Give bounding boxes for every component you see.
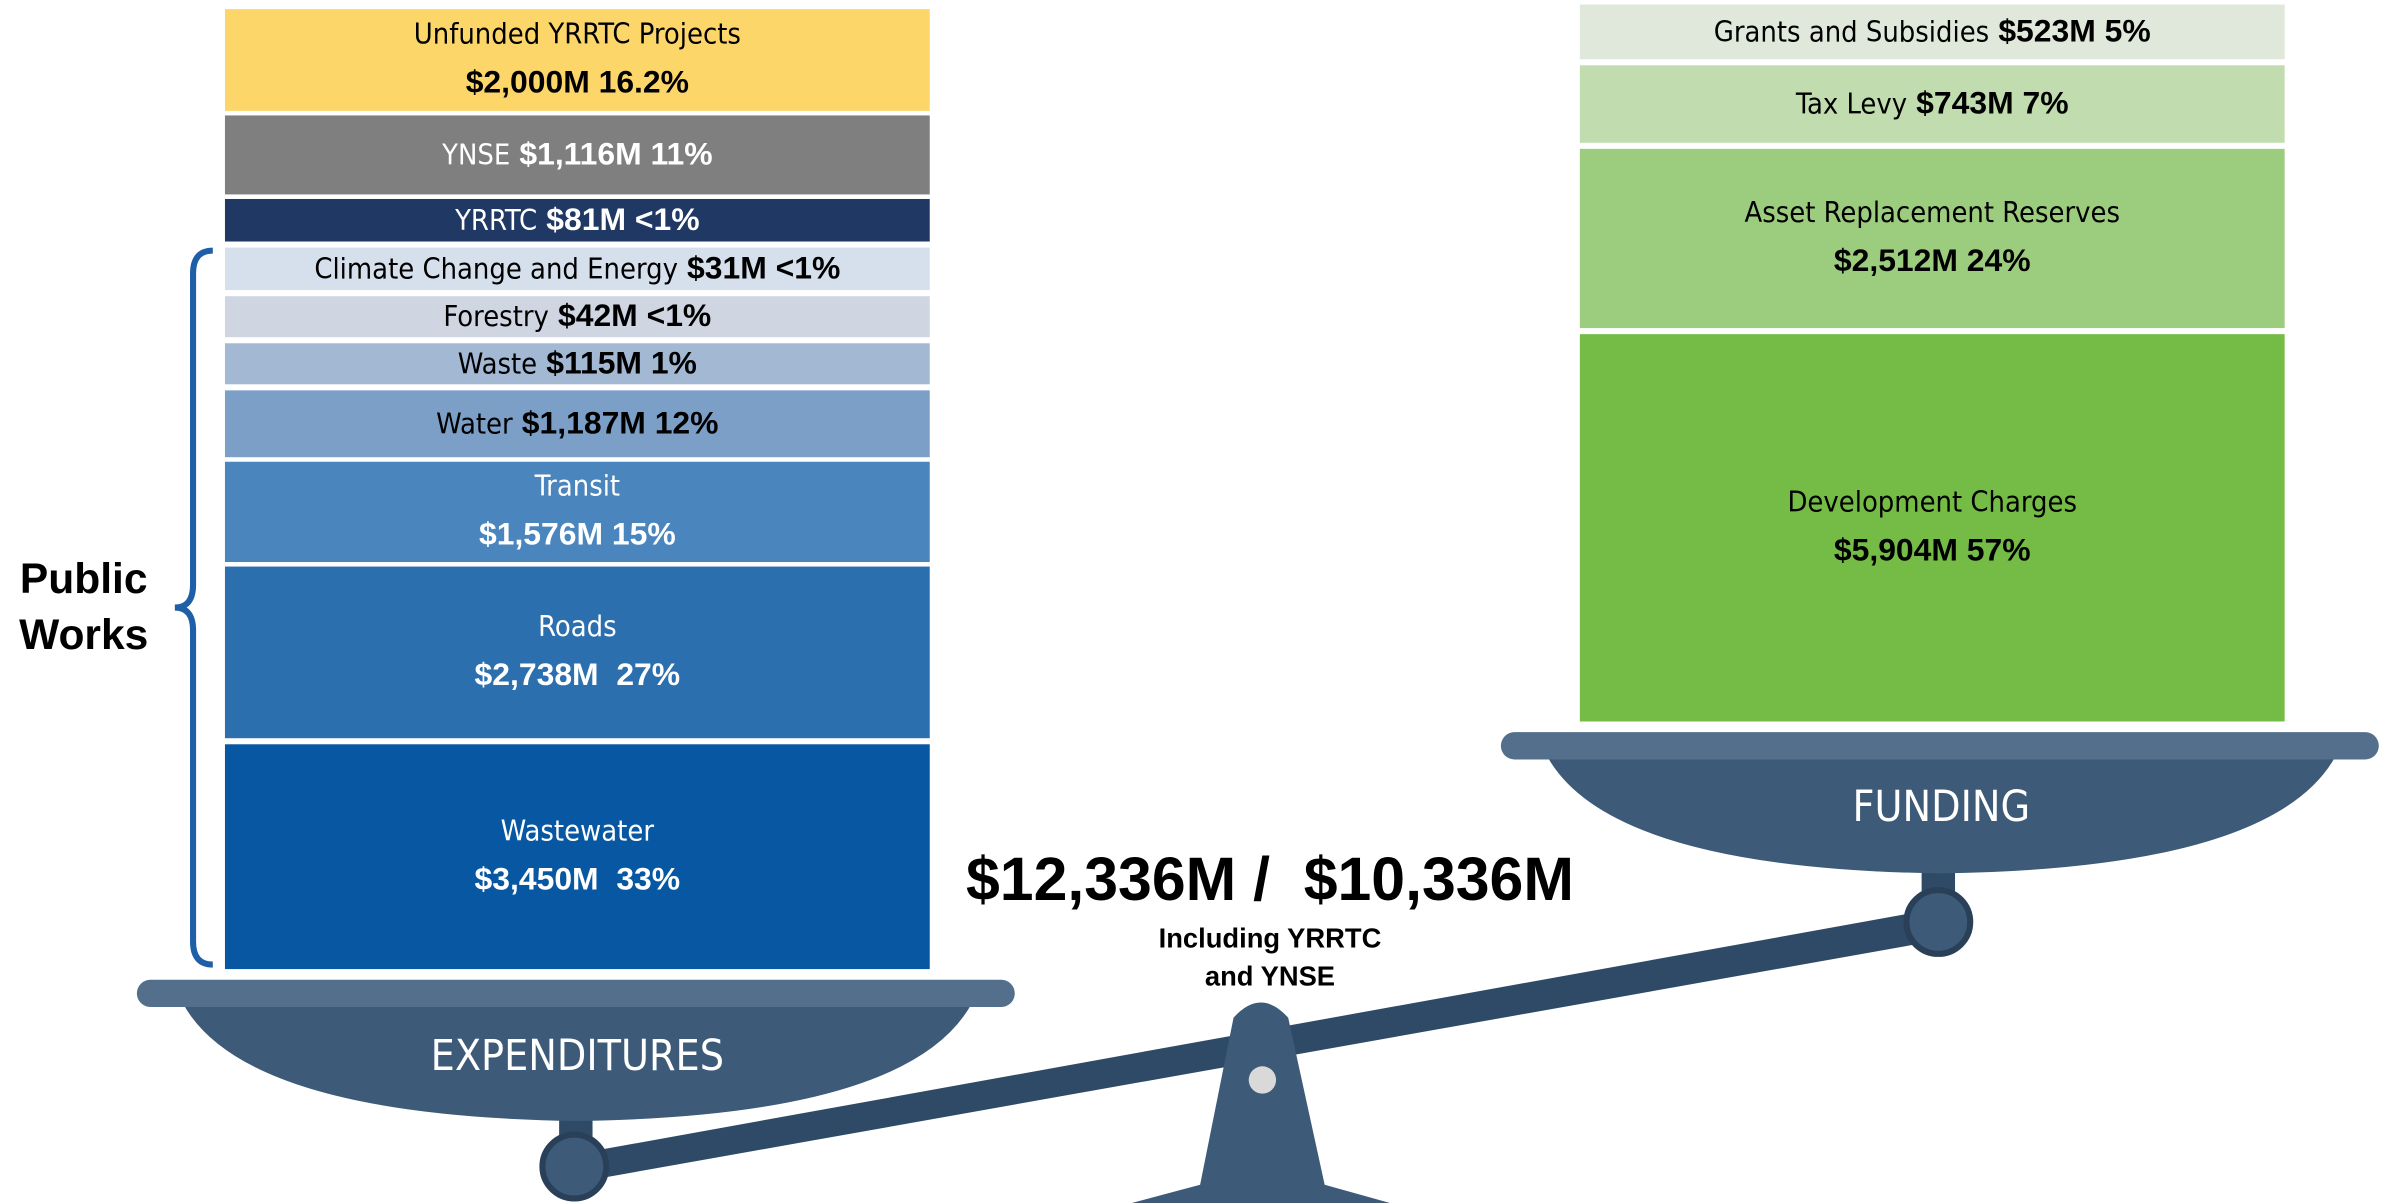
- expenditures-label: EXPENDITURES: [431, 1032, 724, 1081]
- block-name: Unfunded YRRTC Projects: [414, 17, 741, 51]
- block-name: Grants and Subsidies: [1714, 14, 1989, 48]
- block-amount: $31M <1%: [687, 250, 840, 286]
- block-amount: $42M <1%: [558, 298, 711, 334]
- left-pan-bowl: [182, 1002, 973, 1121]
- block: [224, 296, 930, 338]
- right-pivot: [1903, 887, 1974, 957]
- block: [224, 198, 930, 242]
- block-text: Waste $115M 1%: [458, 345, 697, 381]
- block-text: YRRTC $81M <1%: [454, 201, 699, 237]
- fulcrum-pin: [1248, 1066, 1277, 1094]
- block: [1579, 148, 2285, 329]
- block-name: Transit: [534, 469, 621, 503]
- block-name: Roads: [538, 609, 617, 643]
- block-text: Forestry $42M <1%: [443, 298, 711, 334]
- block-text: Climate Change and Energy $31M <1%: [314, 250, 840, 286]
- block-name: Climate Change and Energy: [314, 251, 678, 285]
- funding-label: FUNDING: [1853, 783, 2031, 832]
- group-label: Works: [19, 611, 148, 659]
- scale: [136, 247, 2379, 1203]
- block-amount: $81M <1%: [546, 201, 699, 237]
- block-name: YRRTC: [454, 203, 537, 237]
- block-text: Water $1,187M 12%: [436, 405, 718, 441]
- total-amount: $12,336M / $10,336M: [966, 845, 1574, 913]
- block: [224, 390, 930, 458]
- block: [224, 343, 930, 385]
- fulcrum: [1131, 1002, 1390, 1203]
- block-amount: $3,450M 33%: [475, 860, 681, 896]
- block: [224, 744, 930, 970]
- block: [1579, 4, 2285, 60]
- block: [224, 9, 930, 111]
- block-name: Wastewater: [501, 813, 655, 847]
- block-amount: $1,116M 11%: [519, 136, 712, 172]
- right-pan-bowl: [1546, 754, 2337, 874]
- block-name: Tax Levy: [1795, 87, 1907, 121]
- block: [224, 461, 930, 563]
- block: [1579, 65, 2285, 143]
- block-amount: $2,512M 24%: [1834, 242, 2031, 278]
- block-amount: $2,738M 27%: [475, 656, 681, 692]
- block-name: Waste: [458, 346, 537, 380]
- public-works-bracket: [174, 247, 213, 968]
- block-name: YNSE: [441, 137, 510, 171]
- block-name: Development Charges: [1787, 485, 2077, 519]
- total-note: Including YRRTC: [1159, 922, 1382, 953]
- left-pan-rim: [136, 979, 1015, 1008]
- block-amount: $1,576M 15%: [479, 516, 676, 552]
- block-name: Water: [436, 406, 513, 440]
- block: [224, 115, 930, 195]
- group-label: Public: [20, 555, 148, 603]
- block-amount: $115M 1%: [546, 345, 697, 381]
- block-amount: $1,187M 12%: [522, 405, 719, 441]
- block-amount: $2,000M 16.2%: [466, 64, 689, 100]
- block-text: Grants and Subsidies $523M 5%: [1714, 13, 2151, 49]
- block-name: Forestry: [443, 299, 548, 333]
- block-amount: $523M 5%: [1998, 13, 2150, 49]
- block: [224, 566, 930, 739]
- block-name: Asset Replacement Reserves: [1744, 195, 2120, 229]
- block-amount: $5,904M 57%: [1834, 532, 2031, 568]
- right-pan-rim: [1500, 732, 2379, 760]
- block: [224, 247, 930, 291]
- block-text: YNSE $1,116M 11%: [441, 136, 712, 172]
- left-pivot: [539, 1131, 610, 1202]
- total-note: and YNSE: [1205, 960, 1335, 991]
- block-text: Tax Levy $743M 7%: [1795, 85, 2069, 121]
- block-amount: $743M 7%: [1916, 85, 2068, 121]
- block: [1579, 334, 2285, 722]
